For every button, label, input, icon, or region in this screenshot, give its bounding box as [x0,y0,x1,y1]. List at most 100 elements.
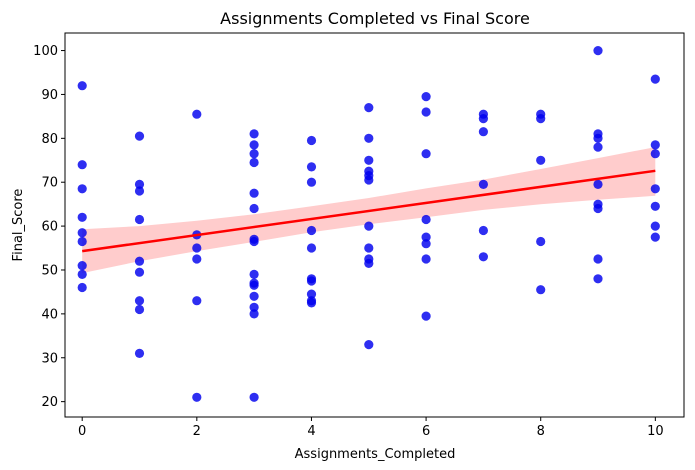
data-point [306,135,317,146]
data-point [421,311,431,321]
data-point [134,267,145,277]
y-tick-label: 50 [41,263,58,278]
data-point [249,392,259,402]
data-point [421,232,431,242]
data-point [249,140,259,150]
data-point [593,274,603,284]
data-point [536,236,546,247]
data-point [306,276,317,286]
x-tick-label: 0 [78,424,86,439]
data-point [249,269,259,279]
y-tick-label: 40 [41,307,58,322]
regression-line [82,169,656,253]
y-tick-label: 100 [33,44,58,59]
data-point [650,74,660,84]
data-point [134,214,145,225]
x-tick-label: 10 [647,424,664,439]
data-point [364,133,374,143]
data-point [77,282,87,293]
points-layer [77,46,660,402]
data-point [593,142,603,152]
data-point [421,107,431,117]
y-axis: 20 30 40 50 60 70 80 90 100 [33,44,65,410]
data-point [650,232,660,242]
plot-frame [64,32,685,418]
data-point [306,162,317,172]
data-point [249,280,259,290]
data-point [421,254,431,264]
x-axis: 0 2 4 6 8 10 [78,417,664,439]
data-point [192,109,202,119]
data-point [77,269,87,279]
data-point [192,392,202,402]
data-point [478,127,488,137]
data-point [192,296,202,306]
data-point [593,133,603,143]
data-point [364,155,374,165]
data-point [650,201,660,211]
data-point [249,309,259,319]
data-point [478,225,488,236]
data-point [593,254,603,264]
data-point [249,157,259,168]
data-point [134,256,145,266]
y-tick-label: 80 [41,132,58,147]
data-point [421,239,431,249]
x-tick-label: 8 [537,424,545,439]
data-point [77,81,87,91]
x-tick-label: 2 [193,424,201,439]
data-point [192,243,202,253]
data-point [593,179,603,189]
x-axis-label: Assignments_Completed [295,447,456,462]
data-point [306,177,317,187]
data-point [364,175,374,185]
data-point [650,184,660,194]
data-point [134,296,145,306]
data-point [77,160,87,170]
data-point [593,203,603,214]
data-point [249,236,259,247]
data-point [593,46,603,56]
data-point [77,236,87,247]
y-tick-label: 70 [41,176,58,191]
data-point [134,179,145,189]
data-point [478,252,488,262]
data-point [306,225,317,236]
y-axis-label: Final_Score [11,189,26,262]
data-point [364,243,374,253]
data-point [364,103,374,113]
data-point [306,289,317,299]
data-point [421,149,431,159]
data-point [134,304,145,315]
data-point [421,92,431,102]
y-tick-label: 60 [41,220,58,235]
data-point [77,228,87,238]
data-point [249,129,259,139]
data-point [364,340,374,350]
data-point [478,179,488,189]
data-point [536,114,546,124]
data-point [192,254,202,264]
data-point [306,243,317,253]
data-point [364,258,374,268]
data-point [134,348,145,358]
y-tick-label: 30 [41,351,58,366]
data-point [650,140,660,150]
data-point [134,131,145,141]
data-point [134,186,145,196]
data-point [77,261,87,271]
x-tick-label: 4 [307,424,315,439]
data-point [478,114,488,124]
data-point [536,285,546,295]
data-point [421,214,431,225]
data-point [650,221,660,231]
data-point [249,188,259,198]
data-point [249,291,259,301]
y-tick-label: 90 [41,88,58,103]
data-point [650,149,660,159]
data-point [306,298,317,308]
data-point [77,184,87,194]
data-point [536,155,546,165]
chart-title: Assignments Completed vs Final Score [220,9,530,28]
